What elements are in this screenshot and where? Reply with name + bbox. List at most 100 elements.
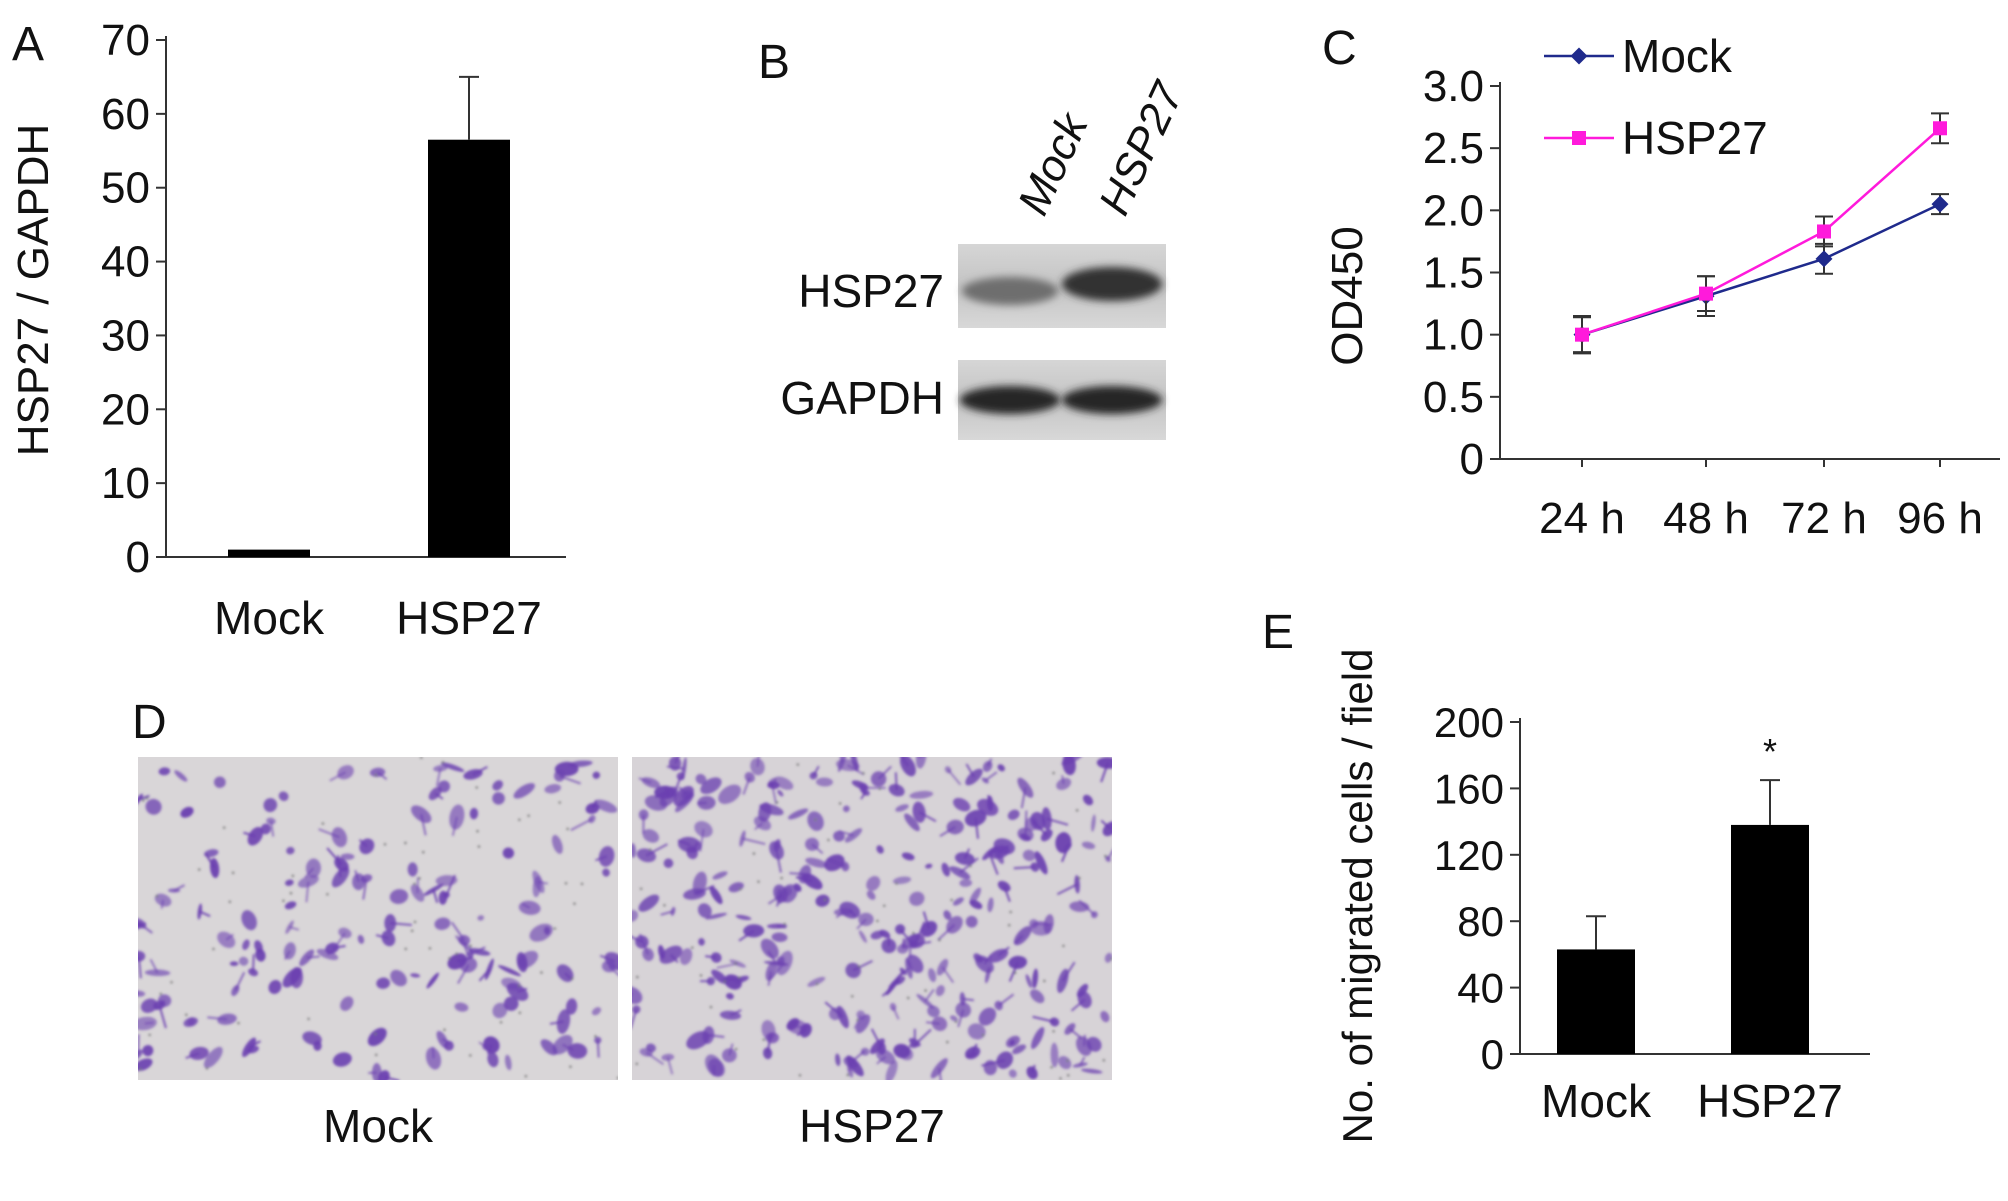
micrograph-hsp27-pore	[762, 1038, 765, 1041]
panel-a-y-tick-label: 50	[101, 164, 150, 213]
micrograph-hsp27-pore	[649, 848, 652, 851]
micrograph-hsp27-cell	[909, 891, 925, 906]
panel-a-bar	[228, 549, 310, 557]
panel-a-chart: HSP27 / GAPDH 0 10 20 30 40 50 60 70 Mock HSP27	[9, 16, 566, 644]
micrograph-hsp27-pore	[699, 974, 703, 977]
micrograph-hsp27-cell-process	[742, 776, 751, 795]
panel-c-y-tick-label: 0	[1460, 435, 1484, 484]
micrograph-mock-pore	[566, 827, 569, 831]
micrograph-mock-cell-process	[138, 794, 150, 801]
micrograph-hsp27-pore	[981, 1033, 985, 1037]
micrograph-hsp27-cell	[870, 930, 884, 940]
micrograph-mock-cell-process	[160, 899, 165, 909]
micrograph-mock-cell-process	[305, 881, 310, 903]
micrograph-hsp27-cell	[1081, 1068, 1103, 1074]
micrograph-hsp27-cell-process	[1056, 883, 1078, 896]
micrograph-mock-pore	[326, 893, 329, 896]
micrograph-mock-cell	[145, 798, 162, 815]
micrograph-hsp27-cell	[965, 915, 978, 928]
micrograph-hsp27-pore	[851, 995, 854, 998]
micrograph-hsp27-cell	[663, 858, 674, 868]
micrograph-hsp27-cell	[632, 909, 639, 922]
micrograph-hsp27-cell	[876, 845, 884, 854]
micrograph-hsp27-cell-process	[1008, 962, 1019, 982]
micrograph-hsp27-cell-process	[756, 757, 760, 767]
micrograph-mock-cell	[242, 939, 250, 950]
panel-label-a: A	[12, 18, 44, 71]
micrograph-mock-cell-process	[138, 922, 147, 927]
micrograph-hsp27-cell-process	[913, 1028, 932, 1047]
micrograph-mock-cell	[551, 834, 563, 854]
micrograph-mock-cell	[484, 958, 494, 980]
micrograph-mock-pore	[517, 984, 521, 988]
micrograph-hsp27-pore	[950, 898, 953, 902]
micrograph-mock-cell-process	[390, 922, 412, 927]
panel-a-category-label: Mock	[214, 592, 325, 644]
micrograph-hsp27-cell	[708, 1058, 725, 1077]
micrograph-hsp27-cell-process	[670, 954, 679, 964]
micrograph-hsp27-cell-process	[1079, 1056, 1086, 1066]
micrograph-mock-pore	[228, 900, 232, 904]
micrograph-mock-cell	[517, 950, 539, 969]
micrograph-hsp27-pore	[1050, 1066, 1053, 1069]
micrograph-hsp27-cell-process	[691, 841, 699, 854]
micrograph-mock-cell-process	[538, 880, 549, 885]
micrograph-mock-cell-process	[570, 818, 593, 832]
micrograph-hsp27-cell-process	[881, 979, 901, 997]
micrograph-hsp27-cell	[1061, 757, 1084, 766]
panel-label-e: E	[1262, 606, 1294, 659]
micrograph-hsp27-pore	[878, 787, 882, 791]
panel-c-chart: OD450 0 0.5 1.0 1.5 2.0 2.5 3.0 24 h 48 h 72 h 96 …	[1323, 30, 2000, 543]
micrograph-mock-pore	[374, 773, 378, 777]
micrograph-hsp27-cell	[726, 992, 734, 1000]
micrograph-mock-pore	[237, 1021, 240, 1025]
micrograph-mock-pore	[321, 822, 325, 825]
micrograph-hsp27-pore	[1052, 1030, 1055, 1033]
micrograph-mock-cell	[492, 1002, 508, 1019]
micrograph-hsp27-cell	[904, 813, 920, 832]
panel-e-ylabel: No. of migrated cells / field	[1334, 649, 1381, 1144]
panel-c-series-hsp27-point	[1699, 286, 1713, 301]
micrograph-hsp27-pore	[1052, 771, 1055, 775]
micrograph-mock-pore	[282, 899, 285, 903]
blot-band-gapdh-mock	[960, 386, 1060, 414]
blot-lane-label-hsp27: HSP27	[1090, 74, 1194, 222]
blot-band-gapdh-hsp27	[1062, 386, 1162, 414]
micrograph-mock-cell-process	[138, 956, 142, 979]
micrograph-mock-pore	[159, 992, 162, 996]
micrograph-hsp27-cell	[1050, 1042, 1059, 1068]
micrograph-hsp27-cell	[1031, 1026, 1045, 1050]
micrograph-mock-cell-process	[469, 946, 486, 956]
micrograph-mock-cell-process	[331, 944, 346, 950]
micrograph-mock-cell	[529, 923, 553, 942]
micrograph-mock-cell	[425, 1047, 442, 1070]
micrograph-mock-cell	[503, 996, 519, 1011]
micrograph-mock-cell-process	[549, 1020, 564, 1025]
micrograph-hsp27-cell-process	[839, 757, 844, 763]
micrograph-mock-pore	[418, 877, 421, 880]
micrograph-hsp27-cell-process	[924, 988, 935, 1002]
micrograph-mock-cell-process	[591, 800, 598, 809]
micrograph-mock-pore	[428, 947, 432, 950]
micrograph-hsp27-pore	[1078, 876, 1081, 880]
micrograph-mock-cell	[492, 780, 503, 791]
micrograph-hsp27-pore	[1066, 1059, 1069, 1062]
micrograph-mock-cell	[504, 1054, 512, 1071]
micrograph-hsp27-pore	[906, 996, 910, 1000]
micrograph-hsp27-pore	[969, 864, 972, 868]
panel-e-category-label: Mock	[1541, 1075, 1652, 1127]
micrograph-mock-cell	[594, 799, 618, 813]
blot-band-hsp27-mock	[962, 277, 1058, 305]
micrograph-mock-pore	[499, 1021, 503, 1024]
panel-a-ylabel: HSP27 / GAPDH	[9, 124, 58, 457]
micrograph-hsp27-cell-process	[638, 777, 652, 784]
micrograph-hsp27-cell	[959, 879, 973, 887]
micrograph-hsp27-cell	[965, 1052, 977, 1059]
micrograph-mock-pore	[469, 944, 472, 948]
micrograph-hsp27-pore	[780, 876, 783, 880]
micrograph-mock-cell	[263, 798, 278, 813]
micrograph-hsp27-cell	[1022, 849, 1036, 862]
blot-row-label-hsp27: HSP27	[798, 265, 944, 317]
micrograph-hsp27-cell-process	[677, 839, 691, 846]
micrograph-mock-cell	[591, 1007, 602, 1016]
